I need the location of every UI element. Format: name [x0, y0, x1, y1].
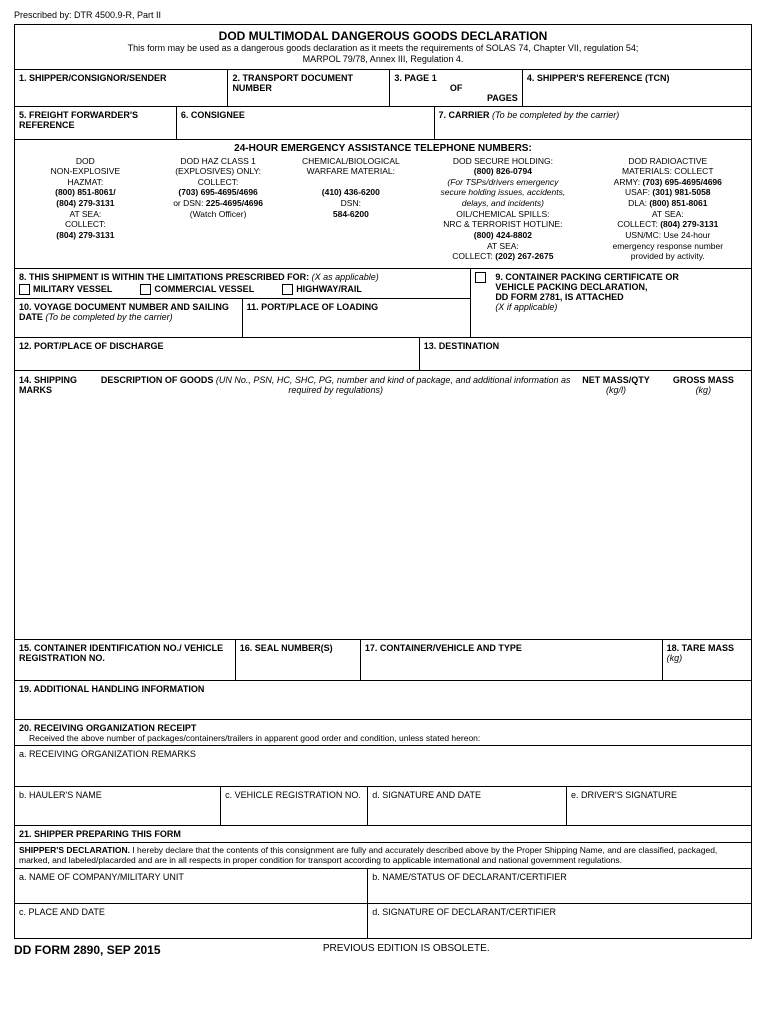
form-subtitle-2: MARPOL 79/78, Annex III, Regulation 4. [25, 54, 741, 65]
field-14-header: 14. SHIPPING MARKS DESCRIPTION OF GOODS … [15, 370, 751, 399]
form-subtitle-1: This form may be used as a dangerous goo… [25, 43, 741, 54]
field-5-freight-forwarder: 5. FREIGHT FORWARDER'S REFERENCE [15, 107, 177, 139]
field-21a-company: a. NAME OF COMPANY/MILITARY UNIT [15, 869, 368, 903]
title-block: DOD MULTIMODAL DANGEROUS GOODS DECLARATI… [15, 25, 751, 69]
field-19-handling: 19. ADDITIONAL HANDLING INFORMATION [15, 681, 751, 719]
field-21c-place-date: c. PLACE AND DATE [15, 904, 368, 938]
emerg-col-nonexplosive: DODNON-EXPLOSIVEHAZMAT: (800) 851-8061/(… [19, 156, 152, 262]
emerg-col-explosives: DOD HAZ CLASS 1(EXPLOSIVES) ONLY:COLLECT… [152, 156, 285, 262]
chk-dd2781-attached[interactable] [475, 272, 486, 283]
field-11-port-loading: 11. PORT/PLACE OF LOADING [243, 299, 471, 337]
field-7-carrier: 7. CARRIER (To be completed by the carri… [435, 107, 751, 139]
field-20-receipt: 20. RECEIVING ORGANIZATION RECEIPT Recei… [15, 720, 751, 745]
field-21-title: 21. SHIPPER PREPARING THIS FORM [15, 826, 751, 842]
footer-note: PREVIOUS EDITION IS OBSOLETE. [323, 943, 490, 957]
field-10-voyage: 10. VOYAGE DOCUMENT NUMBER AND SAILING D… [15, 299, 243, 337]
prescribed-by: Prescribed by: DTR 4500.9-R, Part II [14, 10, 752, 20]
field-4-shipper-ref: 4. SHIPPER'S REFERENCE (TCN) [523, 70, 751, 106]
field-20c-vehicle-reg: c. VEHICLE REGISTRATION NO. [221, 787, 368, 825]
field-17-container-type: 17. CONTAINER/VEHICLE AND TYPE [361, 640, 663, 680]
field-2-transport-doc: 2. TRANSPORT DOCUMENT NUMBER [228, 70, 390, 106]
field-9-container-cert: 9. CONTAINER PACKING CERTIFICATE OR VEHI… [471, 269, 751, 337]
field-12-port-discharge: 12. PORT/PLACE OF DISCHARGE [15, 338, 420, 370]
field-21-declaration: SHIPPER'S DECLARATION. I hereby declare … [15, 843, 751, 869]
field-21b-declarant-name: b. NAME/STATUS OF DECLARANT/CERTIFIER [368, 869, 751, 903]
emerg-col-radioactive: DOD RADIOACTIVEMATERIALS: COLLECT ARMY: … [589, 156, 747, 262]
chk-military-vessel[interactable]: MILITARY VESSEL [19, 284, 112, 295]
form-footer: DD FORM 2890, SEP 2015 PREVIOUS EDITION … [14, 939, 752, 957]
field-20d-sig-date: d. SIGNATURE AND DATE [368, 787, 567, 825]
emerg-col-chembio: CHEMICAL/BIOLOGICALWARFARE MATERIAL: (41… [284, 156, 417, 262]
emergency-header: 24-HOUR EMERGENCY ASSISTANCE TELEPHONE N… [15, 140, 751, 154]
field-20e-driver-sig: e. DRIVER'S SIGNATURE [567, 787, 751, 825]
field-1-shipper: 1. SHIPPER/CONSIGNOR/SENDER [15, 70, 228, 106]
chk-commercial-vessel[interactable]: COMMERCIAL VESSEL [140, 284, 254, 295]
field-6-consignee: 6. CONSIGNEE [177, 107, 435, 139]
emerg-col-secure-holding: DOD SECURE HOLDING:(800) 826-0794 (For T… [417, 156, 588, 262]
field-3-page: 3. PAGE 1 OF PAGES [390, 70, 522, 106]
form-title: DOD MULTIMODAL DANGEROUS GOODS DECLARATI… [25, 29, 741, 43]
field-20a-remarks: a. RECEIVING ORGANIZATION REMARKS [15, 746, 751, 786]
field-15-container-id: 15. CONTAINER IDENTIFICATION NO./ VEHICL… [15, 640, 236, 680]
field-16-seal: 16. SEAL NUMBER(S) [236, 640, 361, 680]
form-container: DOD MULTIMODAL DANGEROUS GOODS DECLARATI… [14, 24, 752, 939]
emergency-section: 24-HOUR EMERGENCY ASSISTANCE TELEPHONE N… [15, 139, 751, 268]
form-id: DD FORM 2890, SEP 2015 [14, 943, 161, 957]
chk-highway-rail[interactable]: HIGHWAY/RAIL [282, 284, 362, 295]
field-8-9-left: 8. THIS SHIPMENT IS WITHIN THE LIMITATIO… [15, 269, 471, 337]
field-18-tare: 18. TARE MASS (kg) [663, 640, 751, 680]
field-21d-signature: d. SIGNATURE OF DECLARANT/CERTIFIER [368, 904, 751, 938]
field-20b-hauler: b. HAULER'S NAME [15, 787, 221, 825]
field-14-body [15, 399, 751, 639]
field-8-limitations: 8. THIS SHIPMENT IS WITHIN THE LIMITATIO… [15, 269, 470, 298]
field-13-destination: 13. DESTINATION [420, 338, 751, 370]
